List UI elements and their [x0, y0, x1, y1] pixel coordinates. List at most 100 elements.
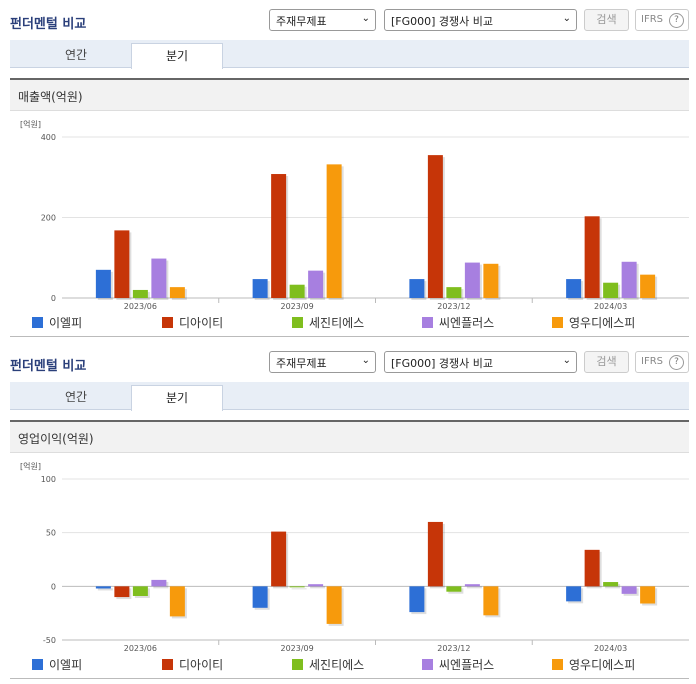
- bar-operating-profit[interactable]: [566, 586, 582, 602]
- bar-operating-profit[interactable]: [446, 586, 462, 592]
- operating-profit-chart: 영업이익(억원) [억원] -50 0 50 100 2023/06 2023/09 202…: [10, 420, 689, 680]
- legend-item[interactable]: 세진티에스: [292, 314, 364, 330]
- bar-operating-profit[interactable]: [326, 586, 342, 624]
- bar-operating-profit[interactable]: [114, 586, 130, 598]
- bar-plot: -50 0 50 100 2023/06 2023/09 2023/12 2024/03: [41, 475, 689, 653]
- legend-swatch: [292, 659, 303, 670]
- bar-revenue[interactable]: [289, 284, 305, 298]
- legend-item[interactable]: 씨엔플러스: [422, 314, 494, 330]
- chart-legend: 이엘피 디아이티 세진티에스 씨엔플러스 영우디에스피: [32, 656, 672, 672]
- y-tick-label: 0: [51, 294, 56, 303]
- bar-operating-profit[interactable]: [584, 549, 600, 587]
- bar-operating-profit[interactable]: [271, 531, 287, 587]
- legend-swatch: [32, 317, 43, 328]
- bar-operating-profit[interactable]: [409, 586, 425, 613]
- tab-quarterly[interactable]: 분기: [131, 385, 223, 411]
- search-button[interactable]: 검색: [584, 9, 629, 31]
- bar-revenue[interactable]: [252, 279, 268, 298]
- legend-swatch: [162, 659, 173, 670]
- legend-swatch: [422, 659, 433, 670]
- x-tick-label: 2023/06: [124, 644, 157, 653]
- legend-label: 디아이티: [179, 658, 224, 672]
- revenue-chart: 매출액(억원) [억원] 0 200 400 2023/06 2023/09 2023/1…: [10, 78, 689, 338]
- bar-revenue[interactable]: [132, 289, 148, 298]
- bar-operating-profit[interactable]: [169, 586, 185, 617]
- ifrs-label: IFRS: [641, 356, 663, 367]
- legend-item[interactable]: 영우디에스피: [552, 656, 635, 672]
- compare-select[interactable]: [FG000] 경쟁사 비교 ⌄: [384, 351, 577, 373]
- bar-revenue[interactable]: [566, 279, 582, 298]
- x-tick-label: 2024/03: [594, 302, 627, 311]
- bar-revenue[interactable]: [621, 261, 637, 298]
- bar-revenue[interactable]: [114, 230, 130, 298]
- ifrs-button[interactable]: IFRS?: [635, 9, 689, 31]
- bar-operating-profit[interactable]: [308, 584, 324, 587]
- bar-operating-profit[interactable]: [621, 586, 637, 594]
- legend-swatch: [552, 659, 563, 670]
- ifrs-label: IFRS: [641, 14, 663, 25]
- bar-operating-profit[interactable]: [483, 586, 499, 616]
- legend-item[interactable]: 영우디에스피: [552, 314, 635, 330]
- statement-select[interactable]: 주재무제표 ⌄: [269, 9, 376, 31]
- chevron-down-icon: ⌄: [562, 355, 571, 366]
- y-tick-label: -50: [43, 636, 56, 645]
- x-tick-label: 2023/12: [437, 644, 470, 653]
- bar-revenue[interactable]: [169, 287, 185, 298]
- legend-label: 세진티에스: [309, 316, 365, 330]
- bar-operating-profit[interactable]: [464, 584, 480, 587]
- bar-revenue[interactable]: [409, 279, 425, 298]
- bar-revenue[interactable]: [446, 287, 462, 298]
- tab-annual[interactable]: 연간: [64, 390, 88, 404]
- search-button[interactable]: 검색: [584, 351, 629, 373]
- statement-select[interactable]: 주재무제표 ⌄: [269, 351, 376, 373]
- bar-revenue[interactable]: [151, 258, 167, 298]
- legend-swatch: [552, 317, 563, 328]
- revenue-panel: 펀더멘털 비교 주재무제표 ⌄ [FG000] 경쟁사 비교 ⌄ 검색 IFRS? …: [10, 9, 689, 338]
- chart-title-bar: 영업이익(억원): [10, 422, 689, 453]
- bar-operating-profit[interactable]: [151, 579, 167, 587]
- operating-profit-panel: 펀더멘털 비교 주재무제표 ⌄ [FG000] 경쟁사 비교 ⌄ 검색 IFRS? …: [0, 342, 696, 684]
- bar-revenue[interactable]: [464, 262, 480, 298]
- compare-select-value: [FG000] 경쟁사 비교: [391, 15, 494, 28]
- compare-select[interactable]: [FG000] 경쟁사 비교 ⌄: [384, 9, 577, 31]
- bar-revenue[interactable]: [603, 282, 619, 298]
- legend-item[interactable]: 이엘피: [32, 656, 82, 672]
- bar-revenue[interactable]: [271, 174, 287, 298]
- tab-annual[interactable]: 연간: [64, 48, 88, 62]
- legend-label: 영우디에스피: [569, 658, 636, 672]
- chart-title: 매출액(억원): [18, 90, 83, 104]
- bar-operating-profit[interactable]: [95, 586, 111, 589]
- bar-revenue[interactable]: [483, 263, 499, 298]
- legend-label: 이엘피: [49, 658, 83, 672]
- unit-label: [억원]: [20, 120, 41, 129]
- bar-revenue[interactable]: [640, 274, 656, 298]
- legend-item[interactable]: 씨엔플러스: [422, 656, 494, 672]
- bar-revenue[interactable]: [95, 269, 111, 298]
- period-tabs: 연간 분기: [10, 382, 689, 411]
- bar-revenue[interactable]: [427, 155, 443, 298]
- bar-revenue[interactable]: [326, 164, 342, 298]
- bar-shadow: [97, 588, 113, 591]
- legend-item[interactable]: 이엘피: [32, 314, 82, 330]
- x-tick-label: 2023/09: [281, 644, 314, 653]
- legend-item[interactable]: 세진티에스: [292, 656, 364, 672]
- legend-swatch: [292, 317, 303, 328]
- legend-item[interactable]: 디아이티: [162, 656, 223, 672]
- legend-item[interactable]: 디아이티: [162, 314, 223, 330]
- bar-revenue[interactable]: [584, 216, 600, 298]
- legend-swatch: [422, 317, 433, 328]
- bar-operating-profit[interactable]: [603, 582, 619, 587]
- help-icon[interactable]: ?: [669, 13, 684, 28]
- x-tick-label: 2023/06: [124, 302, 157, 311]
- bar-operating-profit[interactable]: [289, 586, 305, 588]
- bar-operating-profit[interactable]: [640, 586, 656, 604]
- help-icon[interactable]: ?: [669, 355, 684, 370]
- bar-operating-profit[interactable]: [427, 521, 443, 587]
- divider: [10, 678, 689, 679]
- chart-title-bar: 매출액(억원): [10, 80, 689, 111]
- bar-operating-profit[interactable]: [132, 586, 148, 596]
- ifrs-button[interactable]: IFRS?: [635, 351, 689, 373]
- tab-quarterly[interactable]: 분기: [131, 43, 223, 69]
- bar-operating-profit[interactable]: [252, 586, 268, 608]
- bar-revenue[interactable]: [308, 270, 324, 298]
